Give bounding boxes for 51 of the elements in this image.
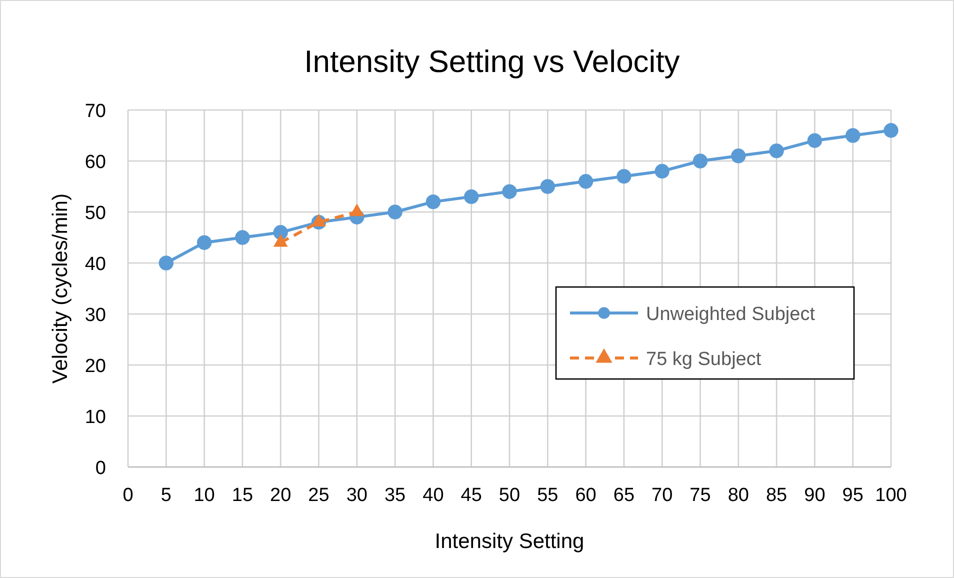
x-tick-label: 100: [875, 485, 907, 506]
y-tick-label: 70: [84, 101, 106, 122]
chart-title: Intensity Setting vs Velocity: [304, 44, 680, 79]
x-tick-label: 85: [766, 485, 788, 506]
y-tick-label: 40: [84, 254, 106, 275]
x-tick-label: 65: [613, 485, 635, 506]
x-tick-label: 55: [537, 485, 558, 506]
x-tick-label: 35: [384, 485, 406, 506]
x-tick-label: 10: [194, 485, 215, 506]
y-tick-label: 10: [84, 407, 106, 428]
point: [578, 174, 594, 189]
x-tick-label: 90: [804, 485, 826, 506]
x-tick-label: 60: [575, 485, 596, 506]
x-axis-title: Intensity Setting: [434, 530, 584, 553]
y-tick-label: 30: [84, 305, 106, 326]
point: [884, 123, 898, 138]
x-tick-label: 70: [652, 485, 673, 506]
x-tick-label: 5: [160, 485, 172, 506]
point: [235, 230, 250, 245]
x-tick-label: 30: [346, 485, 368, 506]
point: [464, 189, 479, 204]
point: [388, 204, 402, 220]
legend-label: 75 kg Subject: [646, 349, 762, 370]
point: [540, 179, 556, 194]
x-tick-label: 40: [422, 485, 444, 506]
point: [196, 235, 212, 250]
y-tick-label: 20: [84, 356, 106, 377]
point: [654, 164, 670, 179]
point: [769, 143, 784, 158]
y-axis-title: Velocity (cycles/min): [49, 193, 72, 384]
x-tick-label: 50: [498, 485, 520, 506]
point: [158, 256, 174, 270]
x-tick-label: 95: [842, 485, 864, 506]
point: [692, 154, 708, 168]
x-tick-label: 20: [270, 485, 292, 506]
y-tick-label: 60: [84, 152, 106, 173]
point: [731, 148, 746, 164]
x-tick-label: 15: [232, 485, 254, 506]
legend-label: Unweighted Subject: [646, 304, 816, 325]
point: [426, 194, 441, 210]
x-tick-label: 0: [122, 485, 134, 506]
y-tick-label: 50: [84, 203, 106, 224]
point: [502, 184, 517, 199]
point: [616, 168, 632, 184]
x-tick-label: 80: [728, 485, 749, 506]
point: [807, 133, 822, 148]
y-tick-label: 0: [95, 458, 106, 479]
x-tick-label: 25: [308, 485, 330, 506]
point: [845, 128, 860, 143]
x-tick-label: 75: [690, 485, 711, 506]
x-tick-label: 45: [460, 485, 482, 506]
